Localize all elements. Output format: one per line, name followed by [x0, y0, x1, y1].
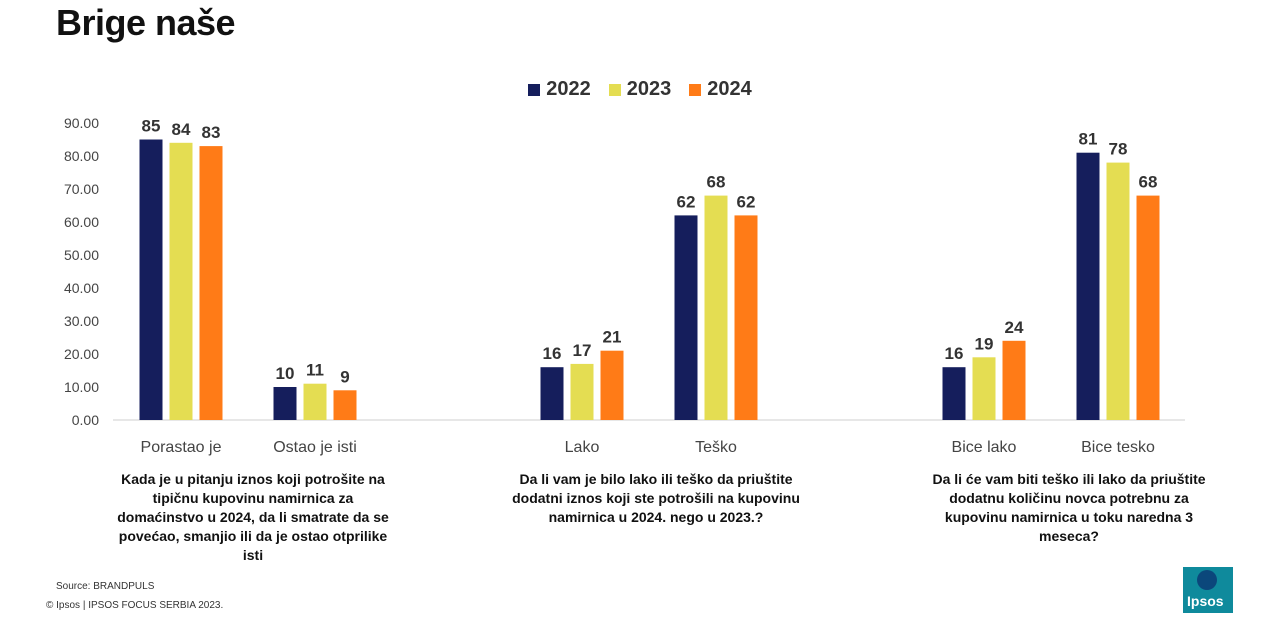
data-label: 17 [573, 341, 592, 360]
data-label: 81 [1079, 130, 1098, 149]
category-label: Bice lako [952, 439, 1017, 456]
legend-label-2024: 2024 [707, 78, 752, 100]
bar-2024 [199, 146, 223, 420]
bar-2024 [734, 215, 758, 420]
bar-2024 [1136, 195, 1160, 420]
page-title: Brige naše [56, 2, 236, 43]
bar-2023 [169, 142, 193, 421]
data-label: 84 [172, 120, 191, 139]
y-tick-label: 30.00 [64, 313, 99, 329]
bar-2023 [704, 195, 728, 420]
question-text-1: Kada je u pitanju iznos koji potrošite n… [117, 471, 389, 563]
data-label: 78 [1109, 140, 1128, 159]
copyright-note: © Ipsos | IPSOS FOCUS SERBIA 2023. [46, 600, 224, 611]
bar-2022 [942, 367, 966, 420]
data-label: 62 [737, 192, 756, 211]
y-tick-label: 10.00 [64, 379, 99, 395]
bar-chart: 0.00 10.00 20.00 30.00 40.00 50.00 60.00 70.00 8… [64, 115, 1185, 456]
data-label: 10 [276, 364, 295, 383]
data-label: 83 [202, 123, 221, 142]
bar-2023 [303, 383, 327, 420]
data-label: 68 [707, 173, 726, 192]
category-label: Ostao je isti [273, 439, 357, 456]
y-tick-label: 50.00 [64, 247, 99, 263]
legend-item-2024: 2024 [689, 78, 752, 101]
y-tick-label: 60.00 [64, 214, 99, 230]
bar-2024 [1002, 340, 1026, 420]
logo-mark-icon [1197, 570, 1217, 590]
source-note: Source: BRANDPULS [56, 581, 155, 592]
legend-label-2022: 2022 [546, 78, 591, 100]
logo-text: Ipsos [1187, 593, 1224, 609]
bar-2023 [1106, 162, 1130, 420]
y-tick-label: 20.00 [64, 346, 99, 362]
category-label: Porastao je [141, 439, 222, 456]
bar-2022 [139, 139, 163, 420]
data-label: 9 [340, 367, 349, 386]
data-label: 24 [1005, 318, 1024, 337]
legend-swatch-2023 [608, 83, 621, 96]
category-label: Teško [695, 439, 737, 456]
category-label: Bice tesko [1081, 439, 1155, 456]
bar-2023 [972, 357, 996, 420]
legend-item-2023: 2023 [608, 78, 672, 101]
data-label: 19 [975, 334, 994, 353]
bar-2022 [273, 387, 297, 420]
data-label: 11 [306, 361, 324, 380]
category-label: Lako [565, 439, 600, 456]
question-text-3: Da li će vam biti teško ili lako da priu… [932, 471, 1206, 544]
legend-swatch-2022 [528, 83, 541, 96]
ipsos-logo: Ipsos [1183, 567, 1233, 613]
bar-2024 [333, 390, 357, 420]
data-label: 16 [543, 344, 562, 363]
legend-item-2022: 2022 [528, 78, 591, 101]
y-tick-label: 40.00 [64, 280, 99, 296]
data-label: 62 [677, 192, 696, 211]
bar-2024 [600, 350, 624, 420]
data-label: 68 [1139, 173, 1158, 192]
legend-swatch-2024 [689, 83, 702, 96]
bar-2022 [1076, 152, 1100, 420]
bar-2022 [674, 215, 698, 420]
data-label: 16 [945, 344, 964, 363]
y-tick-label: 90.00 [64, 115, 99, 131]
y-tick-label: 0.00 [72, 412, 99, 428]
chart-legend: 2022 2023 2024 [0, 78, 1280, 101]
bar-2022 [540, 367, 564, 420]
legend-label-2023: 2023 [626, 78, 672, 100]
data-label: 85 [142, 117, 161, 136]
bar-2023 [570, 363, 594, 420]
y-tick-label: 80.00 [64, 148, 99, 164]
data-label: 21 [603, 328, 622, 347]
y-tick-label: 70.00 [64, 181, 99, 197]
question-text-2: Da li vam je bilo lako ili teško da priu… [512, 471, 800, 525]
